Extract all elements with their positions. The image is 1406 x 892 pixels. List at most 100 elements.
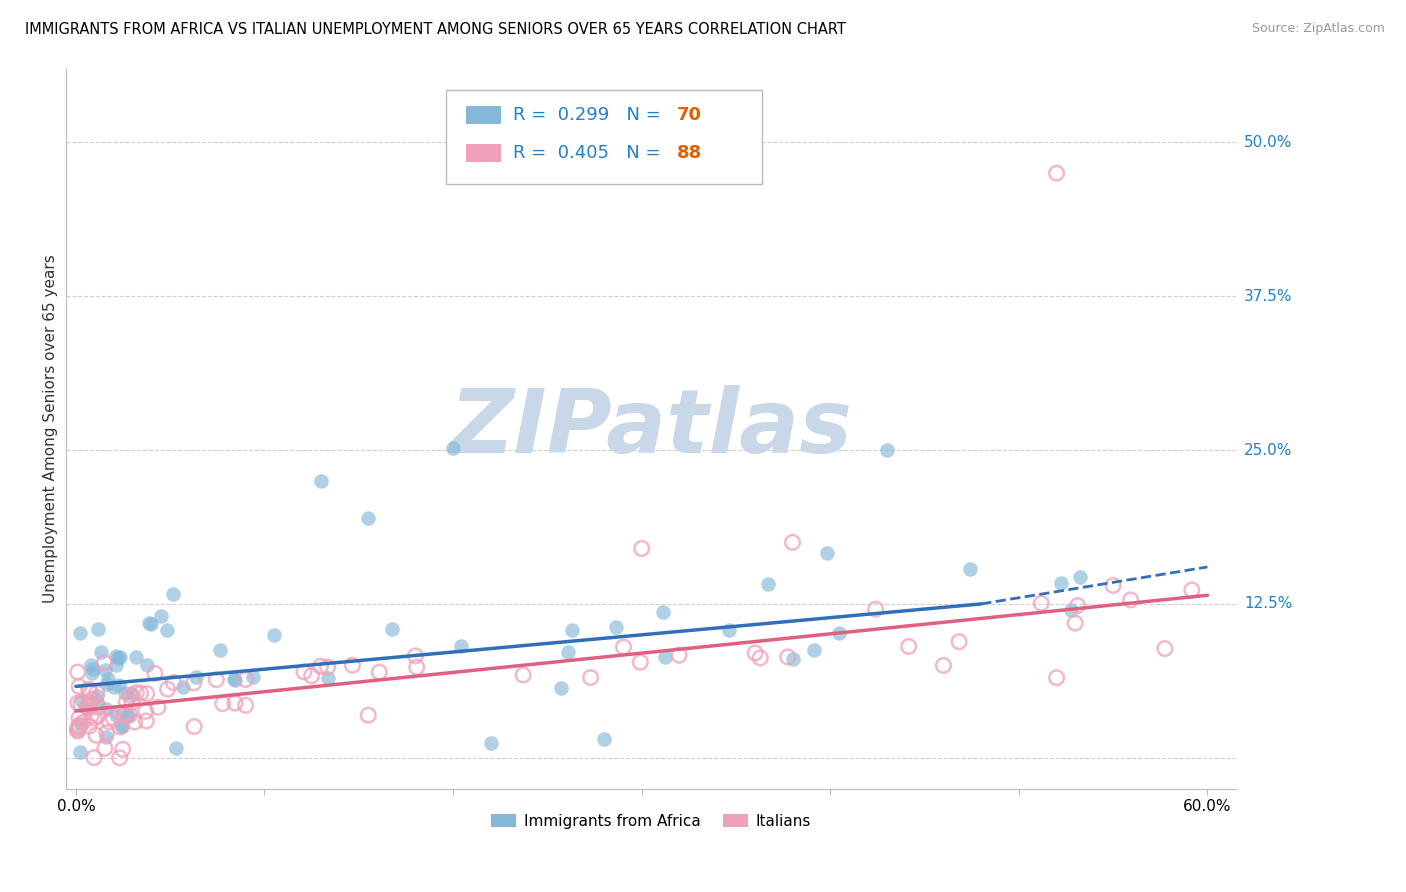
Point — [143, 666, 166, 681]
Point — [77, 696, 100, 710]
Point — [668, 648, 690, 662]
Point — [139, 617, 162, 632]
Point — [1153, 641, 1175, 656]
Point — [235, 698, 257, 713]
Point — [115, 707, 138, 722]
Point — [86, 695, 108, 709]
Point — [828, 625, 851, 640]
Point — [309, 659, 332, 673]
Point — [120, 689, 142, 703]
Point — [135, 658, 157, 673]
Point — [80, 665, 103, 680]
Point — [94, 741, 117, 756]
Point — [512, 668, 534, 682]
Point — [1066, 599, 1088, 613]
Point — [959, 562, 981, 576]
Point — [110, 650, 132, 665]
Point — [111, 719, 134, 733]
Point — [66, 721, 89, 735]
Point — [69, 718, 91, 732]
Point — [441, 441, 464, 455]
Point — [162, 587, 184, 601]
Point — [932, 658, 955, 673]
Legend: Immigrants from Africa, Italians: Immigrants from Africa, Italians — [485, 807, 817, 835]
Point — [1069, 570, 1091, 584]
Point — [1064, 616, 1087, 631]
Point — [69, 625, 91, 640]
Point — [758, 577, 780, 591]
Point — [224, 673, 246, 687]
Point — [77, 682, 100, 697]
Point — [744, 646, 766, 660]
Point — [815, 546, 838, 560]
Point — [162, 675, 184, 690]
Point — [67, 680, 90, 694]
Point — [628, 655, 651, 669]
Point — [1060, 603, 1083, 617]
Point — [76, 698, 98, 713]
Point — [630, 541, 652, 556]
Point — [242, 670, 264, 684]
Point — [80, 709, 103, 723]
Point — [86, 686, 108, 700]
Point — [82, 692, 104, 706]
Point — [1181, 582, 1204, 597]
Point — [86, 689, 108, 703]
Point — [96, 730, 118, 744]
Point — [156, 623, 179, 637]
Point — [80, 657, 103, 672]
Point — [652, 605, 675, 619]
Point — [103, 680, 125, 694]
Point — [292, 665, 315, 679]
Point — [342, 658, 364, 673]
Bar — [467, 145, 502, 162]
Point — [381, 622, 404, 636]
Point — [72, 715, 94, 730]
Point — [357, 510, 380, 524]
Point — [450, 640, 472, 654]
Point — [404, 648, 426, 663]
Text: 88: 88 — [676, 145, 702, 162]
Point — [83, 711, 105, 725]
Point — [183, 719, 205, 733]
Point — [87, 699, 110, 714]
Point — [948, 634, 970, 648]
Point — [69, 745, 91, 759]
Point — [83, 750, 105, 764]
Point — [184, 671, 207, 685]
Point — [579, 671, 602, 685]
Point — [118, 708, 141, 723]
Point — [803, 643, 825, 657]
Point — [782, 535, 804, 549]
FancyBboxPatch shape — [447, 90, 762, 184]
Point — [77, 699, 100, 714]
Point — [66, 723, 89, 737]
Point — [112, 708, 135, 723]
Point — [865, 602, 887, 616]
Point — [1102, 578, 1125, 592]
Point — [96, 725, 118, 739]
Point — [776, 649, 799, 664]
Y-axis label: Unemployment Among Seniors over 65 years: Unemployment Among Seniors over 65 years — [44, 254, 58, 603]
Point — [90, 645, 112, 659]
Point — [405, 660, 427, 674]
Point — [103, 711, 125, 725]
Point — [121, 687, 143, 701]
Point — [211, 697, 233, 711]
Point — [654, 649, 676, 664]
Point — [98, 714, 121, 729]
Point — [782, 652, 804, 666]
Point — [1050, 576, 1073, 591]
Point — [550, 681, 572, 695]
Point — [263, 628, 285, 642]
Point — [105, 657, 128, 672]
Point — [149, 608, 172, 623]
Point — [108, 751, 131, 765]
Point — [1045, 166, 1067, 180]
Point — [135, 714, 157, 728]
Point — [111, 719, 134, 733]
Point — [749, 651, 772, 665]
Point — [87, 622, 110, 636]
Point — [316, 671, 339, 685]
Point — [82, 663, 104, 677]
